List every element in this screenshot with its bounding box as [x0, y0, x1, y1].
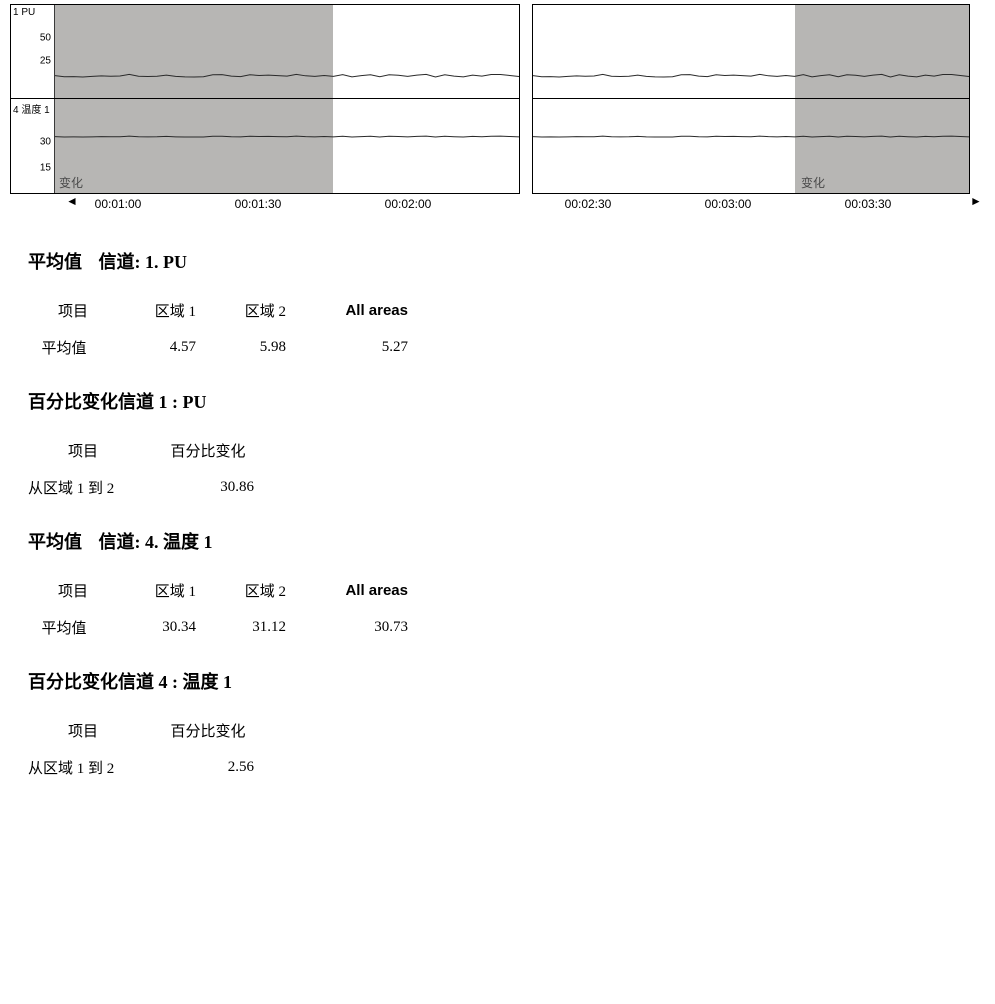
- val-all: 5.27: [298, 333, 408, 362]
- title-channel: 信道: 1. PU: [99, 252, 188, 272]
- y-axis-temp: 4 温度 1 30 15: [11, 99, 55, 193]
- time-tick: 00:02:30: [565, 197, 612, 211]
- table-pct-pu: 项目 百分比变化 从区域 1 到 2 30.86: [28, 436, 278, 502]
- plot-area-temp-left[interactable]: 变化: [55, 99, 519, 193]
- val-pct: 30.86: [138, 473, 278, 502]
- val-r1: 4.57: [118, 333, 208, 362]
- th-allareas: All areas: [298, 576, 408, 605]
- time-tick: 00:01:30: [235, 197, 282, 211]
- val-r2: 5.98: [208, 333, 298, 362]
- row-label: 平均值: [28, 613, 118, 642]
- time-tick: 00:02:00: [385, 197, 432, 211]
- y-tick: 25: [40, 55, 51, 66]
- table-avg-pu: 项目 区域 1 区域 2 All areas 平均值 4.57 5.98 5.2…: [28, 296, 408, 362]
- th-item: 项目: [28, 296, 118, 325]
- y-tick: 30: [40, 137, 51, 148]
- y-axis-pu: 1 PU 50 25: [11, 5, 55, 98]
- th-region1: 区域 1: [118, 296, 208, 325]
- region-shade: [795, 5, 969, 98]
- chart-container: 1 PU 50 25 4 温度 1 30 15: [10, 4, 975, 216]
- region-label-left: 变化: [59, 174, 83, 191]
- th-item: 项目: [28, 576, 118, 605]
- time-axis: ◄ ► 00:01:0000:01:3000:02:0000:02:3000:0…: [10, 196, 975, 216]
- title-channel: 信道: 4. 温度 1: [99, 532, 213, 552]
- title-label: 平均值: [28, 532, 82, 552]
- row-label: 从区域 1 到 2: [28, 473, 138, 502]
- y-tick: 50: [40, 32, 51, 43]
- row-label: 平均值: [28, 333, 118, 362]
- section-title-avg-temp: 平均值 信道: 4. 温度 1: [28, 528, 975, 554]
- th-item: 项目: [28, 716, 138, 745]
- y-tick: 15: [40, 162, 51, 173]
- scroll-left-icon[interactable]: ◄: [66, 194, 78, 208]
- chart-panel-right: 变化: [532, 4, 970, 194]
- section-title-avg-pu: 平均值 信道: 1. PU: [28, 248, 975, 274]
- chart-strip-pu-right: [533, 5, 969, 99]
- time-tick: 00:03:30: [845, 197, 892, 211]
- title-text: 百分比变化信道 1 : PU: [28, 392, 207, 412]
- region-label-right: 变化: [801, 174, 825, 191]
- th-region2: 区域 2: [208, 296, 298, 325]
- report-content: 平均值 信道: 1. PU 项目 区域 1 区域 2 All areas 平均值…: [0, 216, 995, 818]
- row-label: 从区域 1 到 2: [28, 753, 138, 782]
- val-r2: 31.12: [208, 613, 298, 642]
- chart-strip-temp: 4 温度 1 30 15 变化: [11, 99, 519, 193]
- th-pct: 百分比变化: [138, 716, 278, 745]
- y-axis-title-pu: 1 PU: [13, 7, 35, 18]
- region-shade: [55, 5, 333, 98]
- region-shade: [55, 99, 333, 193]
- time-tick: 00:01:00: [95, 197, 142, 211]
- th-region2: 区域 2: [208, 576, 298, 605]
- scroll-right-icon[interactable]: ►: [970, 194, 982, 208]
- table-avg-temp: 项目 区域 1 区域 2 All areas 平均值 30.34 31.12 3…: [28, 576, 408, 642]
- chart-panels: 1 PU 50 25 4 温度 1 30 15: [10, 4, 975, 194]
- plot-area-pu-right[interactable]: [533, 5, 969, 98]
- plot-area-temp-right[interactable]: 变化: [533, 99, 969, 193]
- title-label: 平均值: [28, 252, 82, 272]
- section-title-pct-temp: 百分比变化信道 4 : 温度 1: [28, 668, 975, 694]
- y-axis-title-temp: 4 温度 1: [13, 101, 50, 116]
- time-tick: 00:03:00: [705, 197, 752, 211]
- chart-panel-left: 1 PU 50 25 4 温度 1 30 15: [10, 4, 520, 194]
- plot-area-pu-left[interactable]: [55, 5, 519, 98]
- val-pct: 2.56: [138, 753, 278, 782]
- table-pct-temp: 项目 百分比变化 从区域 1 到 2 2.56: [28, 716, 278, 782]
- chart-strip-pu: 1 PU 50 25: [11, 5, 519, 99]
- th-item: 项目: [28, 436, 138, 465]
- th-allareas: All areas: [298, 296, 408, 325]
- th-region1: 区域 1: [118, 576, 208, 605]
- chart-strip-temp-right: 变化: [533, 99, 969, 193]
- val-r1: 30.34: [118, 613, 208, 642]
- th-pct: 百分比变化: [138, 436, 278, 465]
- val-all: 30.73: [298, 613, 408, 642]
- title-text: 百分比变化信道 4 : 温度 1: [28, 672, 232, 692]
- section-title-pct-pu: 百分比变化信道 1 : PU: [28, 388, 975, 414]
